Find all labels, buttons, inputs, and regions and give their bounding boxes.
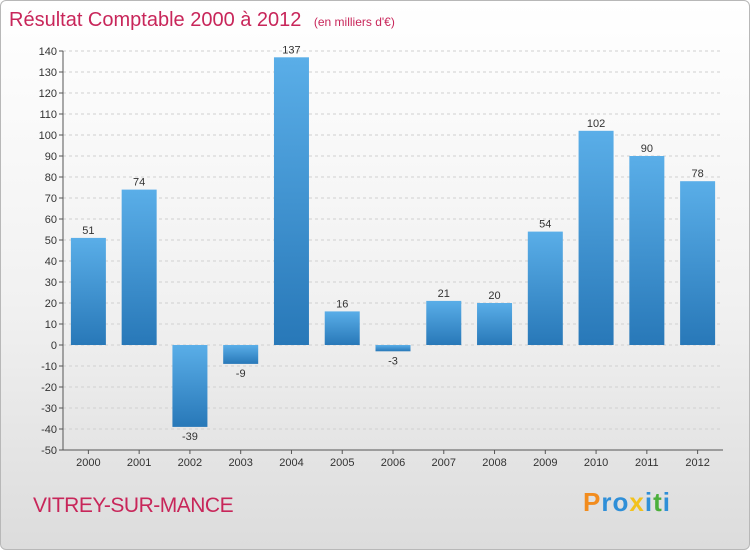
data-label-2009: 54 — [539, 219, 551, 231]
x-tick-label-2009: 2009 — [533, 457, 557, 469]
data-label-2001: 74 — [133, 177, 145, 189]
logo-letter: t — [653, 487, 663, 517]
y-tick-label: 80 — [45, 172, 57, 184]
x-tick-label-2001: 2001 — [127, 457, 151, 469]
bar-2003 — [223, 345, 259, 364]
y-tick-label: -20 — [41, 382, 57, 394]
x-tick-label-2007: 2007 — [432, 457, 456, 469]
bar-2002 — [172, 345, 208, 427]
y-tick-label: 40 — [45, 256, 57, 268]
logo-letter: i — [662, 487, 671, 517]
y-tick-label: 100 — [39, 130, 57, 142]
y-tick-label: 30 — [45, 277, 57, 289]
bar-2001 — [121, 189, 157, 345]
y-tick-label: 70 — [45, 193, 57, 205]
data-label-2003: -9 — [236, 368, 246, 380]
y-tick-label: -40 — [41, 424, 57, 436]
x-tick-label-2011: 2011 — [635, 457, 659, 469]
y-tick-label: 110 — [39, 109, 57, 121]
chart-title: Résultat Comptable 2000 à 2012 — [9, 9, 302, 31]
logo-letter: x — [629, 487, 645, 517]
logo-letter: i — [644, 487, 654, 517]
chart-title-block: Résultat Comptable 2000 à 2012 (en milli… — [9, 9, 395, 32]
y-tick-label: 90 — [45, 151, 57, 163]
y-tick-label: 120 — [39, 88, 57, 100]
logo-letter: r — [601, 487, 613, 517]
data-label-2002: -39 — [182, 431, 198, 443]
x-tick-label-2005: 2005 — [330, 457, 354, 469]
data-label-2007: 21 — [438, 288, 450, 300]
data-label-2010: 102 — [587, 118, 605, 130]
data-label-2006: -3 — [388, 355, 398, 367]
y-tick-label: 60 — [45, 214, 57, 226]
proxiti-logo: Proxiti — [583, 487, 671, 518]
commune-name: VITREY-SUR-MANCE — [33, 494, 234, 517]
bar-2010 — [578, 130, 614, 345]
bar-2008 — [477, 303, 513, 345]
y-tick-label: -10 — [41, 361, 57, 373]
y-tick-label: 10 — [45, 319, 57, 331]
bar-2000 — [70, 237, 106, 345]
bar-2006 — [375, 345, 411, 352]
x-tick-label-2010: 2010 — [584, 457, 608, 469]
bar-2005 — [324, 311, 360, 345]
y-tick-label: -30 — [41, 403, 57, 415]
y-tick-label: 140 — [39, 46, 57, 58]
x-tick-label-2012: 2012 — [685, 457, 709, 469]
bar-2004 — [273, 57, 309, 346]
y-tick-label: 130 — [39, 67, 57, 79]
chart-unit-note: (en milliers d'€) — [313, 15, 395, 29]
x-tick-label-2004: 2004 — [279, 457, 303, 469]
x-tick-label-2008: 2008 — [482, 457, 506, 469]
y-tick-label: 20 — [45, 298, 57, 310]
data-label-2011: 90 — [641, 143, 653, 155]
y-tick-label: 0 — [51, 340, 57, 352]
data-label-2004: 137 — [282, 44, 300, 56]
data-label-2008: 20 — [488, 290, 500, 302]
bar-2007 — [426, 300, 462, 345]
x-tick-label-2003: 2003 — [228, 457, 252, 469]
data-label-2000: 51 — [82, 225, 94, 237]
logo-letter: o — [612, 487, 630, 517]
logo-letter: P — [583, 487, 602, 517]
bar-2009 — [527, 231, 563, 345]
bar-2012 — [680, 181, 716, 345]
data-label-2005: 16 — [336, 298, 348, 310]
bar-2011 — [629, 156, 665, 345]
y-tick-label: -50 — [41, 445, 57, 457]
x-tick-label-2006: 2006 — [381, 457, 405, 469]
x-tick-label-2000: 2000 — [76, 457, 100, 469]
y-tick-label: 50 — [45, 235, 57, 247]
x-tick-label-2002: 2002 — [178, 457, 202, 469]
data-label-2012: 78 — [691, 168, 703, 180]
